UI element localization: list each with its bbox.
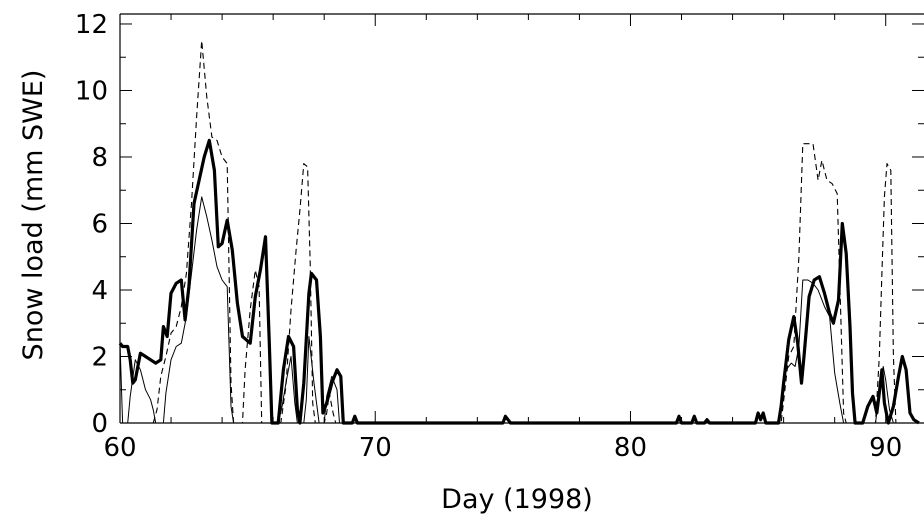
y-tick-label: 4 bbox=[91, 276, 108, 306]
y-axis-title: Snow load (mm SWE) bbox=[18, 70, 49, 361]
ticks-layer: 60 70 80 90 0 2 4 6 8 10 12 bbox=[75, 10, 924, 463]
y-tick-label: 8 bbox=[91, 143, 108, 173]
series-line-thin-solid bbox=[119, 196, 894, 424]
x-tick-label: 80 bbox=[614, 433, 647, 463]
y-tick-label: 6 bbox=[91, 209, 108, 239]
series-line-thick-solid bbox=[118, 138, 920, 425]
x-tick-label: 90 bbox=[869, 433, 902, 463]
x-axis-title: Day (1998) bbox=[441, 484, 593, 515]
y-tick-label: 2 bbox=[91, 342, 108, 372]
x-tick-label: 60 bbox=[103, 433, 136, 463]
y-tick-label: 10 bbox=[75, 76, 108, 106]
y-tick-label: 12 bbox=[75, 10, 108, 40]
x-tick-label: 70 bbox=[359, 433, 392, 463]
series-layer bbox=[118, 40, 920, 425]
y-tick-label: 0 bbox=[91, 409, 108, 439]
